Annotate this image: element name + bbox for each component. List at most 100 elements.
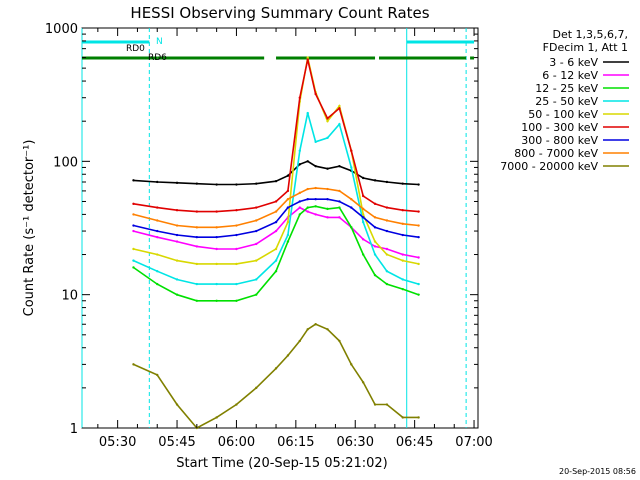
series-point	[385, 180, 389, 184]
series-point	[215, 299, 218, 302]
series-point	[195, 245, 199, 248]
series-point	[215, 235, 218, 239]
series-line-6	[133, 198, 419, 238]
series-point	[255, 206, 258, 209]
series-point	[215, 183, 218, 186]
series-point	[156, 180, 159, 184]
legend-label: 6 - 12 keV	[542, 69, 598, 82]
series-point	[361, 220, 365, 224]
series-point	[298, 206, 301, 209]
series-point	[286, 220, 290, 224]
series-point	[132, 213, 135, 216]
series-point	[417, 293, 420, 296]
series-point	[361, 213, 365, 216]
y-tick-label: 100	[53, 155, 78, 170]
series-point	[175, 278, 179, 281]
axis-ticks: 1 10 100 1000 05:30 05:45 06:00 06:15 06:30 06:45…	[45, 22, 493, 450]
series-point	[132, 202, 135, 206]
series-line-5	[133, 59, 419, 213]
series-point	[385, 403, 389, 406]
series-point	[417, 235, 420, 239]
series-point	[314, 323, 317, 326]
legend-label: 800 - 7000 keV	[514, 147, 598, 160]
series-point	[215, 247, 218, 251]
series-point	[373, 226, 377, 229]
series-point	[235, 224, 238, 227]
series-point	[306, 187, 309, 191]
series-point	[286, 354, 290, 357]
series-point	[175, 233, 179, 237]
series-point	[326, 167, 329, 170]
series-point	[373, 240, 377, 243]
series-point	[175, 259, 179, 262]
series-point	[385, 269, 389, 273]
series-point	[156, 219, 159, 222]
series-point	[306, 206, 309, 209]
legend: Det 1,3,5,6,7, FDecim 1, Att 1 3 - 6 keV…	[500, 28, 629, 173]
series-point	[286, 197, 290, 201]
x-axis-label: Start Time (20-Sep-15 05:21:02)	[176, 456, 387, 471]
series-point	[361, 381, 365, 384]
x-tick-label: 06:15	[277, 435, 314, 450]
series-point	[195, 226, 199, 229]
series-point	[235, 262, 238, 266]
x-tick-label: 05:30	[99, 435, 136, 450]
series-point	[215, 210, 218, 213]
series-point	[306, 160, 309, 163]
series-point	[373, 403, 377, 406]
x-tick-label: 06:45	[396, 435, 433, 450]
series-point	[175, 181, 179, 185]
series-line-3	[133, 112, 419, 285]
series-point	[235, 183, 238, 186]
series-point	[274, 247, 278, 251]
series-point	[401, 278, 404, 281]
series-point	[274, 367, 278, 370]
series-point	[338, 206, 341, 209]
series-point	[286, 189, 290, 193]
series-point	[235, 233, 238, 237]
series-point	[195, 182, 199, 185]
series-point	[314, 197, 317, 201]
series-point	[314, 164, 317, 168]
series-point	[255, 278, 258, 281]
series-point	[361, 238, 365, 241]
series-point	[385, 206, 389, 209]
series-point	[338, 164, 341, 168]
series-point	[417, 224, 420, 227]
series-point	[156, 206, 159, 209]
legend-label: 7000 - 20000 keV	[500, 160, 598, 173]
x-tick-label: 07:00	[455, 435, 492, 450]
series-point	[326, 117, 329, 120]
legend-label: 12 - 25 keV	[535, 82, 598, 95]
legend-label: 3 - 6 keV	[549, 56, 598, 69]
series-point	[306, 56, 309, 59]
series-point	[298, 339, 301, 343]
series-point	[417, 282, 420, 286]
series-point	[132, 266, 135, 269]
series-point	[361, 207, 365, 211]
bar-tag: RD6	[148, 53, 167, 63]
series-point	[132, 247, 135, 251]
series-point	[175, 240, 179, 243]
series-point	[385, 282, 389, 286]
series-point	[373, 253, 377, 256]
series-point	[175, 209, 179, 212]
series-line-1	[133, 206, 419, 259]
series-point	[274, 259, 278, 262]
series-point	[373, 202, 377, 206]
legend-header-1: Det 1,3,5,6,7,	[552, 28, 628, 41]
series-point	[306, 328, 309, 331]
bar-tag: N	[156, 37, 163, 47]
series-point	[132, 259, 135, 262]
series-point	[350, 197, 353, 201]
series-point	[417, 262, 420, 266]
series-point	[195, 235, 199, 239]
series-point	[350, 166, 353, 169]
legend-label: 300 - 800 keV	[521, 134, 598, 147]
series-point	[298, 163, 301, 166]
series-point	[350, 363, 353, 366]
series-point	[401, 182, 404, 185]
chart-title: HESSI Observing Summary Count Rates	[130, 4, 429, 22]
series-lines	[132, 56, 420, 430]
